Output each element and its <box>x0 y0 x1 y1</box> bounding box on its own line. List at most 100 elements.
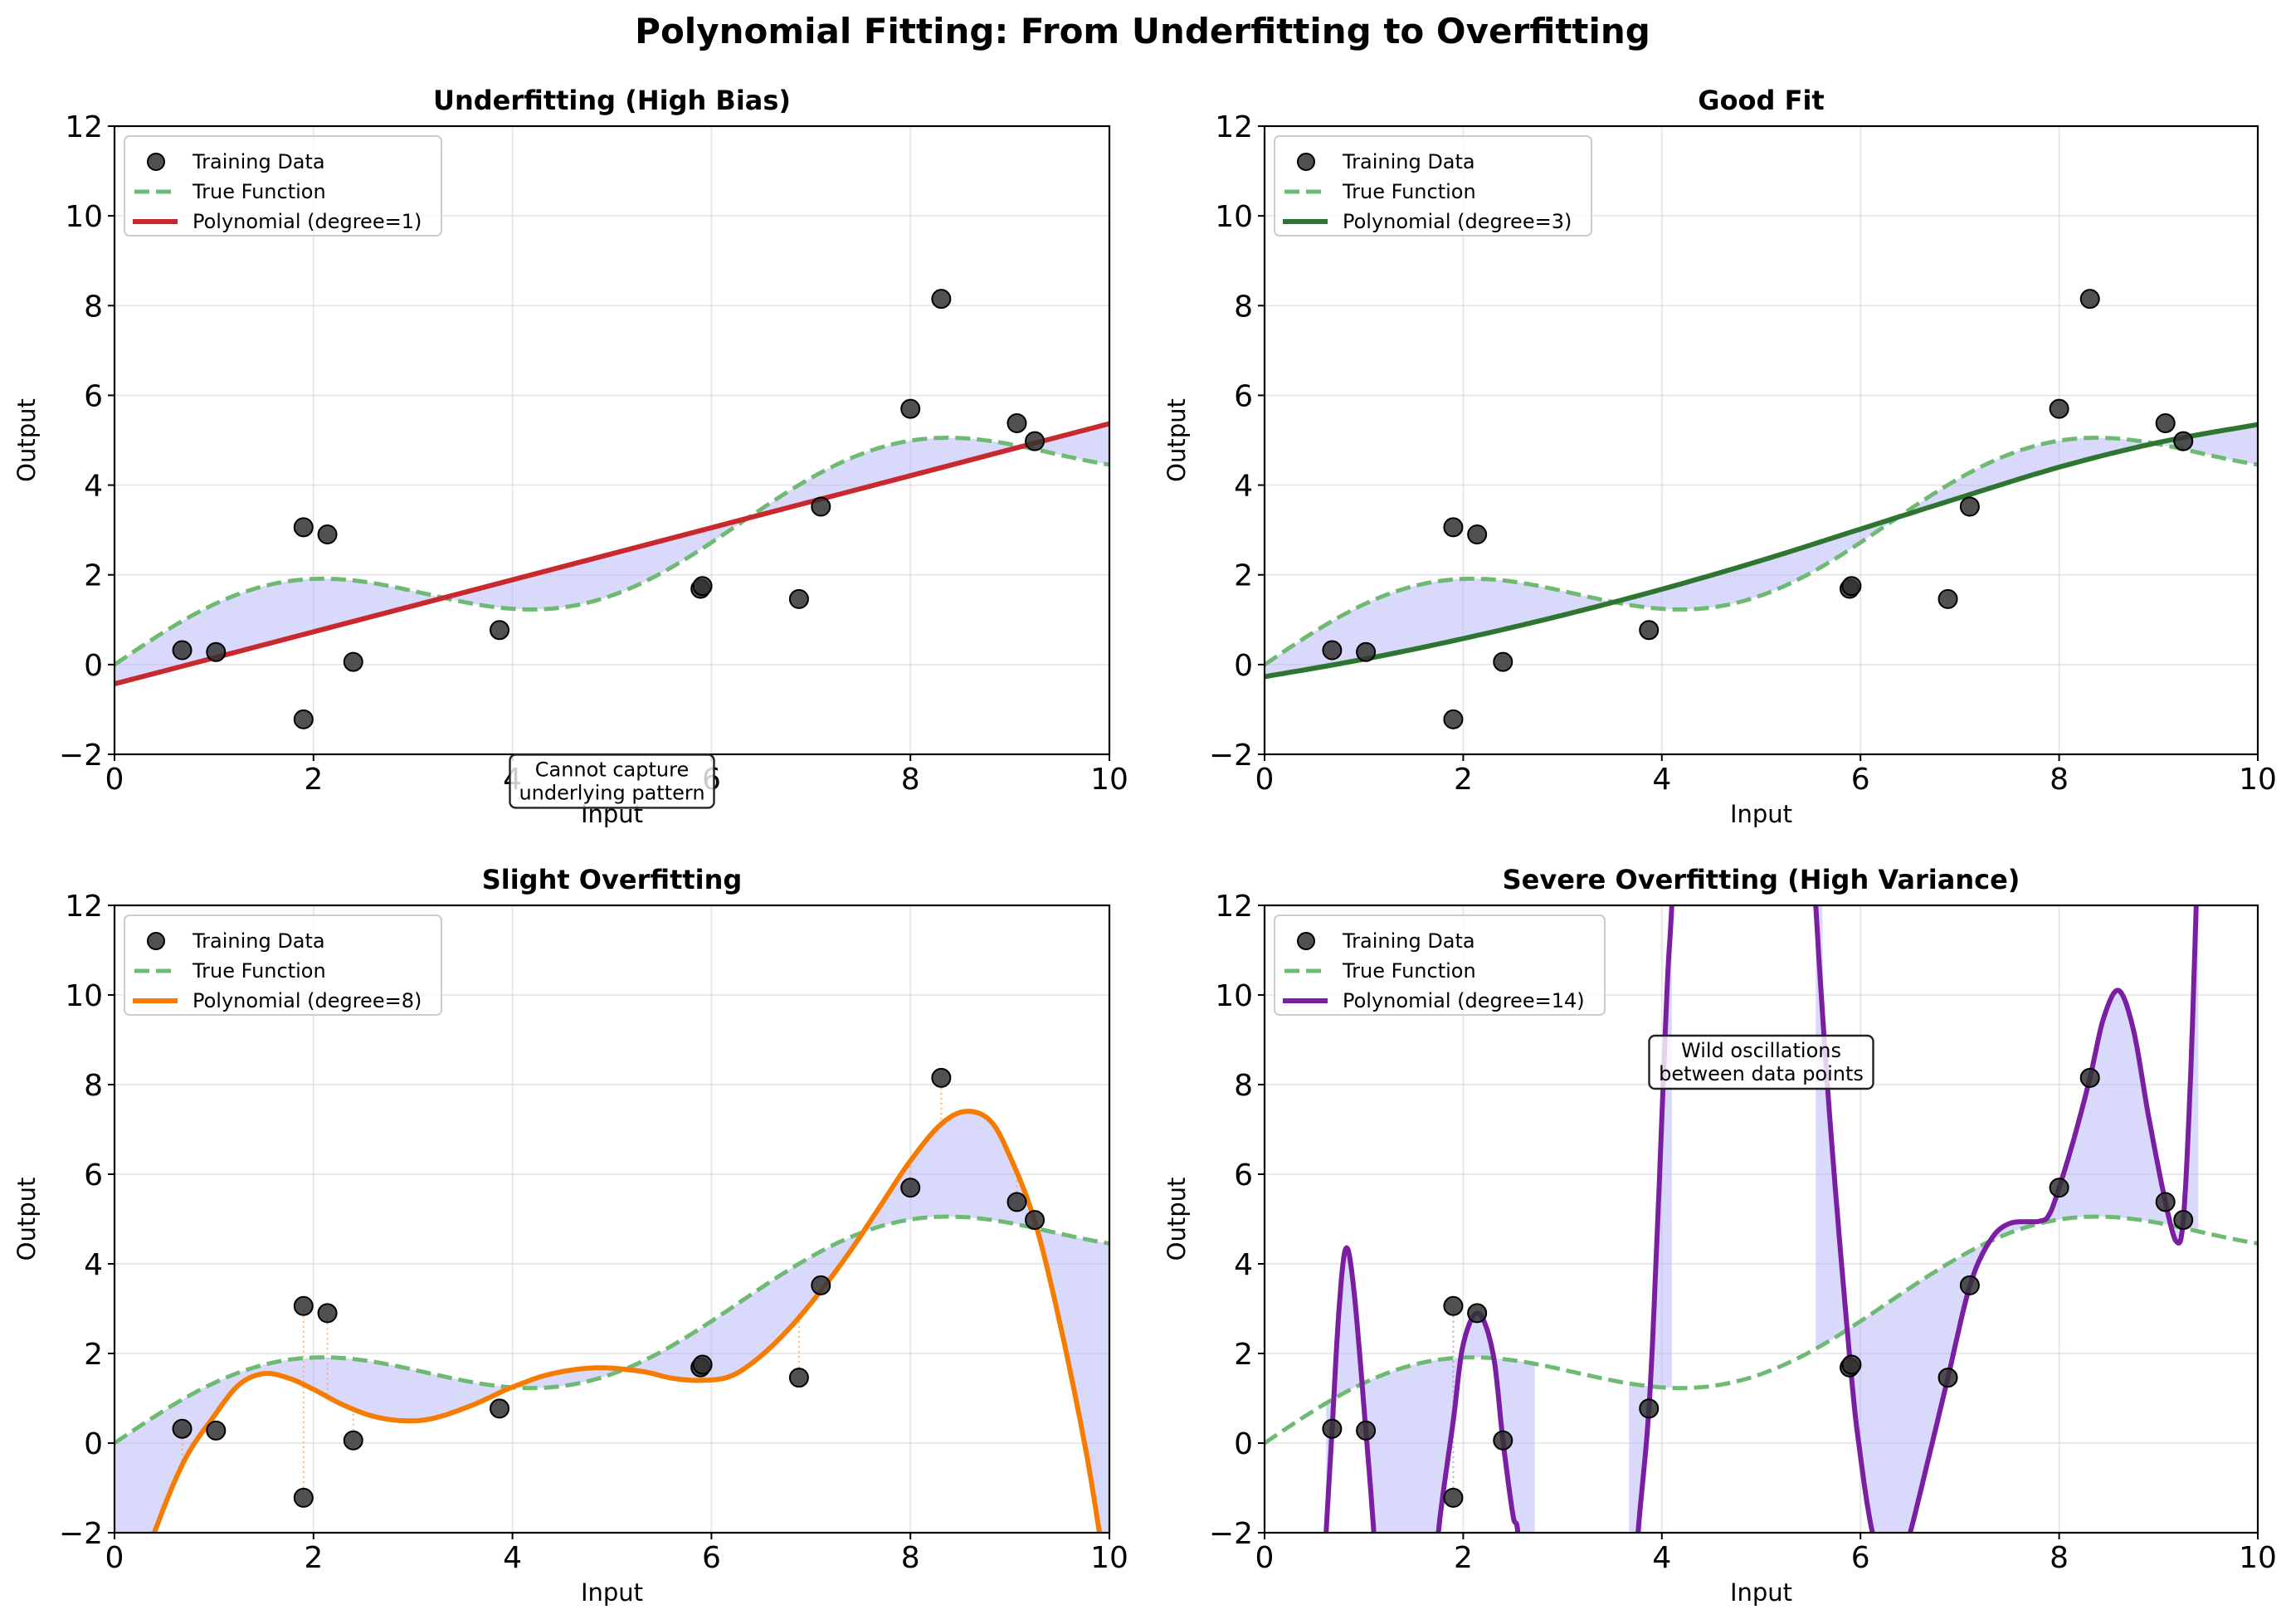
training-data-point <box>1639 620 1660 641</box>
subplot-title: Underfitting (High Bias) <box>433 85 791 116</box>
legend-marker-icon <box>1297 932 1315 950</box>
training-data-point <box>1841 1354 1862 1375</box>
training-data-point <box>900 1178 921 1198</box>
true-function-line <box>1265 436 2258 666</box>
training-data-point <box>1959 496 1980 517</box>
training-data-point <box>1025 1210 1046 1231</box>
axes-frame <box>1263 904 2259 1534</box>
y-axis-label: Output <box>12 398 41 482</box>
training-data-point <box>1467 524 1488 545</box>
training-data-point <box>2049 398 2069 419</box>
training-data-point <box>293 1295 314 1316</box>
legend-label: True Function <box>1342 959 1476 983</box>
training-data-point <box>1443 517 1464 538</box>
y-tick-label: 8 <box>84 1069 103 1103</box>
training-data-point <box>293 709 314 729</box>
x-tick-label: 8 <box>901 1541 920 1575</box>
legend: Training Data True Function Polynomial (de… <box>1274 914 1606 1016</box>
training-data-point <box>1356 1420 1377 1441</box>
x-tick-label: 10 <box>1090 763 1128 797</box>
annotation-text: between data points <box>1659 1062 1864 1085</box>
x-tick-label: 8 <box>901 763 920 797</box>
legend-label: True Function <box>192 959 326 983</box>
x-tick-label: 0 <box>105 1541 124 1575</box>
training-data-point <box>1007 1192 1027 1212</box>
training-data-point <box>1937 1368 1958 1388</box>
x-tick-label: 6 <box>1851 1541 1870 1575</box>
legend-label: Polynomial (degree=8) <box>193 989 422 1012</box>
legend-box <box>1274 135 1592 237</box>
training-data-point <box>1322 640 1343 661</box>
training-data-point <box>811 496 831 517</box>
legend: Training Data True Function Polynomial (de… <box>1274 135 1592 237</box>
training-data-point <box>1443 709 1464 729</box>
polynomial-fit-line <box>115 421 1109 687</box>
training-data-point <box>2173 1210 2194 1231</box>
plot-area <box>115 421 1109 687</box>
x-tick-label: 0 <box>1255 1541 1275 1575</box>
error-fill-region <box>1816 905 2199 1533</box>
axes-frame <box>1263 124 2259 756</box>
training-data-point <box>931 289 952 310</box>
true-function-line <box>115 436 1109 666</box>
training-data-point <box>1322 1418 1343 1439</box>
legend: Training Data True Function Polynomial (de… <box>124 914 442 1016</box>
x-tick-label: 6 <box>702 1541 721 1575</box>
grid <box>115 905 1109 1533</box>
y-tick-label: 2 <box>84 1338 103 1372</box>
y-tick-label: 8 <box>84 290 103 324</box>
training-data-point <box>692 1354 713 1375</box>
legend-label: Training Data <box>1342 929 1475 953</box>
training-data-point <box>788 1368 809 1388</box>
x-axis-label: Input <box>1730 1578 1792 1607</box>
annotation-text: Wild oscillations <box>1681 1039 1841 1062</box>
y-tick-label: 6 <box>84 1158 103 1192</box>
y-tick-label: 12 <box>1215 110 1253 144</box>
y-tick-label: −2 <box>59 739 103 773</box>
legend-marker-icon <box>1297 153 1315 171</box>
training-data-point <box>206 641 227 662</box>
y-axis-label: Output <box>1162 1178 1191 1261</box>
training-data-point <box>900 398 921 419</box>
training-data-point <box>2079 1067 2100 1088</box>
error-fill-region <box>1265 424 2258 677</box>
training-data-point <box>172 640 193 661</box>
y-tick-label: 10 <box>1215 200 1253 234</box>
training-data-point <box>1443 1487 1464 1508</box>
y-tick-label: −2 <box>1209 739 1253 773</box>
x-tick-label: 4 <box>1652 1541 1671 1575</box>
training-data-point <box>2049 1178 2069 1198</box>
legend-box <box>124 914 442 1016</box>
figure-title: Polynomial Fitting: From Underfitting to… <box>635 11 1650 51</box>
x-tick-label: 0 <box>105 763 124 797</box>
training-data-point <box>1467 1303 1488 1324</box>
training-data-point <box>317 1303 338 1324</box>
y-axis-label: Output <box>12 1178 41 1261</box>
legend-label: Training Data <box>192 150 325 173</box>
training-data-point <box>172 1418 193 1439</box>
y-tick-label: 2 <box>1234 1338 1253 1372</box>
training-data-point <box>1959 1275 1980 1295</box>
y-tick-label: −2 <box>59 1517 103 1551</box>
subplot-title: Severe Overfitting (High Variance) <box>1503 864 2020 895</box>
training-data-point <box>692 576 713 597</box>
x-tick-label: 10 <box>2239 1541 2277 1575</box>
training-data-point <box>206 1420 227 1441</box>
annotation-box <box>509 753 715 809</box>
annotation-box <box>1648 1034 1874 1090</box>
y-tick-label: 6 <box>1234 1158 1253 1192</box>
legend-label: Training Data <box>192 929 325 953</box>
training-data-point <box>1639 1398 1660 1419</box>
training-data-point <box>811 1275 831 1295</box>
training-data-point <box>343 1430 363 1451</box>
training-data-point <box>1937 588 1958 609</box>
x-tick-label: 2 <box>1454 1541 1473 1575</box>
legend-label: Training Data <box>1342 150 1475 173</box>
y-tick-label: 4 <box>1234 1248 1253 1282</box>
y-tick-label: 10 <box>1215 979 1253 1013</box>
training-data-point <box>1025 431 1046 451</box>
training-data-point <box>317 524 338 545</box>
x-tick-label: 4 <box>1652 763 1671 797</box>
legend-box <box>1274 914 1606 1016</box>
